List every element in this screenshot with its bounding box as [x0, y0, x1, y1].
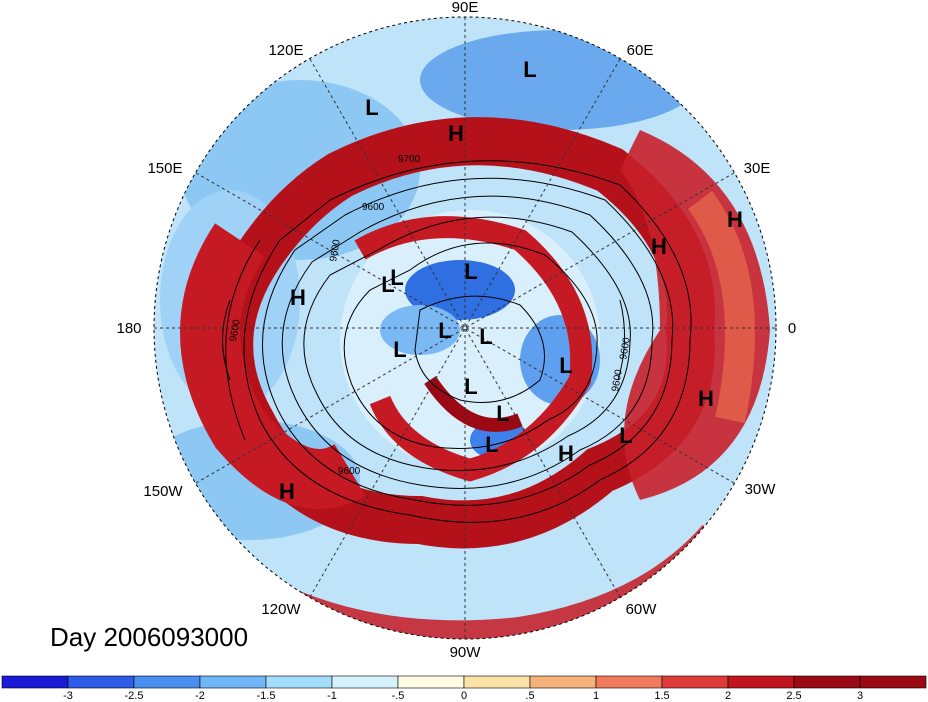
colorbar-swatch	[133, 675, 201, 689]
lon-label-30w: 30W	[745, 481, 777, 498]
colorbar-tick-label: -2.5	[125, 690, 144, 702]
colorbar-tick-label: -1	[327, 690, 337, 702]
colorbar-tick-label: 2.5	[786, 690, 801, 702]
colorbar-swatch	[397, 675, 465, 689]
contour-label: 9600	[228, 318, 243, 342]
low-marker: L	[438, 318, 451, 343]
colorbar-tick-label: -3	[63, 690, 73, 702]
high-marker: H	[448, 121, 464, 146]
contour-label: 9600	[328, 238, 343, 262]
lon-label-120e: 120E	[268, 42, 303, 59]
map-title: Day 2006093000	[50, 622, 248, 652]
colorbar-tick-label: -2	[195, 690, 205, 702]
high-marker: H	[651, 234, 667, 259]
lon-label-60e: 60E	[627, 42, 654, 59]
colorbar-swatch	[529, 675, 597, 689]
contour-label: 9700	[398, 154, 421, 165]
contour-labels: 9700 9600 9600 9600 9600 9600 9600	[228, 154, 633, 477]
graticule	[154, 17, 776, 639]
contour-label: 9600	[610, 368, 625, 392]
map-field	[154, 17, 776, 639]
high-marker: H	[279, 479, 295, 504]
colorbar-swatch	[67, 675, 135, 689]
low-marker: L	[464, 374, 477, 399]
low-marker: L	[559, 353, 572, 378]
longitude-labels: 90E 60E 30E 0 30W 60W 90W 120W 150W 180 …	[116, 0, 796, 661]
contour-label: 9600	[362, 202, 385, 213]
colorbar-swatch	[727, 675, 795, 689]
lon-label-90w: 90W	[450, 644, 482, 661]
colorbar-tick-label: 0	[461, 690, 467, 702]
low-marker: L	[365, 95, 378, 120]
lon-label-0: 0	[788, 320, 796, 337]
lon-label-150e: 150E	[147, 160, 182, 177]
colorbar-swatch	[793, 675, 861, 689]
low-marker: L	[381, 272, 394, 297]
contour-label: 9600	[338, 466, 361, 477]
low-marker: L	[464, 259, 477, 284]
lon-label-180: 180	[116, 320, 141, 337]
pressure-centers: L L H L H H L L L L L L L L H H L H L H	[279, 57, 743, 504]
lon-label-30e: 30E	[744, 160, 771, 177]
lon-label-120w: 120W	[261, 601, 301, 618]
low-marker: L	[390, 265, 403, 290]
colorbar-tick-label: .5	[525, 690, 534, 702]
colorbar-tick-label: -1.5	[257, 690, 276, 702]
colorbar: -3 -2.5 -2 -1.5 -1 -.5 0 .5 1 1.5 2 2.5 3	[1, 675, 927, 702]
high-marker: H	[698, 386, 714, 411]
colorbar-swatch	[265, 675, 333, 689]
low-marker: L	[523, 57, 536, 82]
lon-label-150w: 150W	[143, 483, 183, 500]
colorbar-swatch	[661, 675, 729, 689]
contour-label: 9600	[618, 336, 633, 360]
colorbar-tick-label: 3	[857, 690, 863, 702]
low-marker: L	[496, 401, 509, 426]
colorbar-tick-label: 1.5	[654, 690, 669, 702]
height-contours	[222, 160, 692, 523]
colorbar-tick-label: 1	[593, 690, 599, 702]
low-marker: L	[393, 337, 406, 362]
colorbar-swatch	[331, 675, 399, 689]
high-marker: H	[290, 285, 306, 310]
high-marker: H	[727, 207, 743, 232]
colorbar-swatch	[1, 675, 69, 689]
high-marker: H	[558, 441, 574, 466]
low-marker: L	[619, 423, 632, 448]
low-marker: L	[485, 432, 498, 457]
colorbar-swatch	[859, 675, 927, 689]
lon-label-60w: 60W	[626, 601, 658, 618]
colorbar-tick-label: -.5	[392, 690, 405, 702]
colorbar-swatch	[199, 675, 267, 689]
lon-label-90e: 90E	[452, 0, 479, 16]
colorbar-tick-label: 2	[725, 690, 731, 702]
colorbar-swatch	[595, 675, 663, 689]
colorbar-swatch	[463, 675, 531, 689]
low-marker: L	[479, 324, 492, 349]
